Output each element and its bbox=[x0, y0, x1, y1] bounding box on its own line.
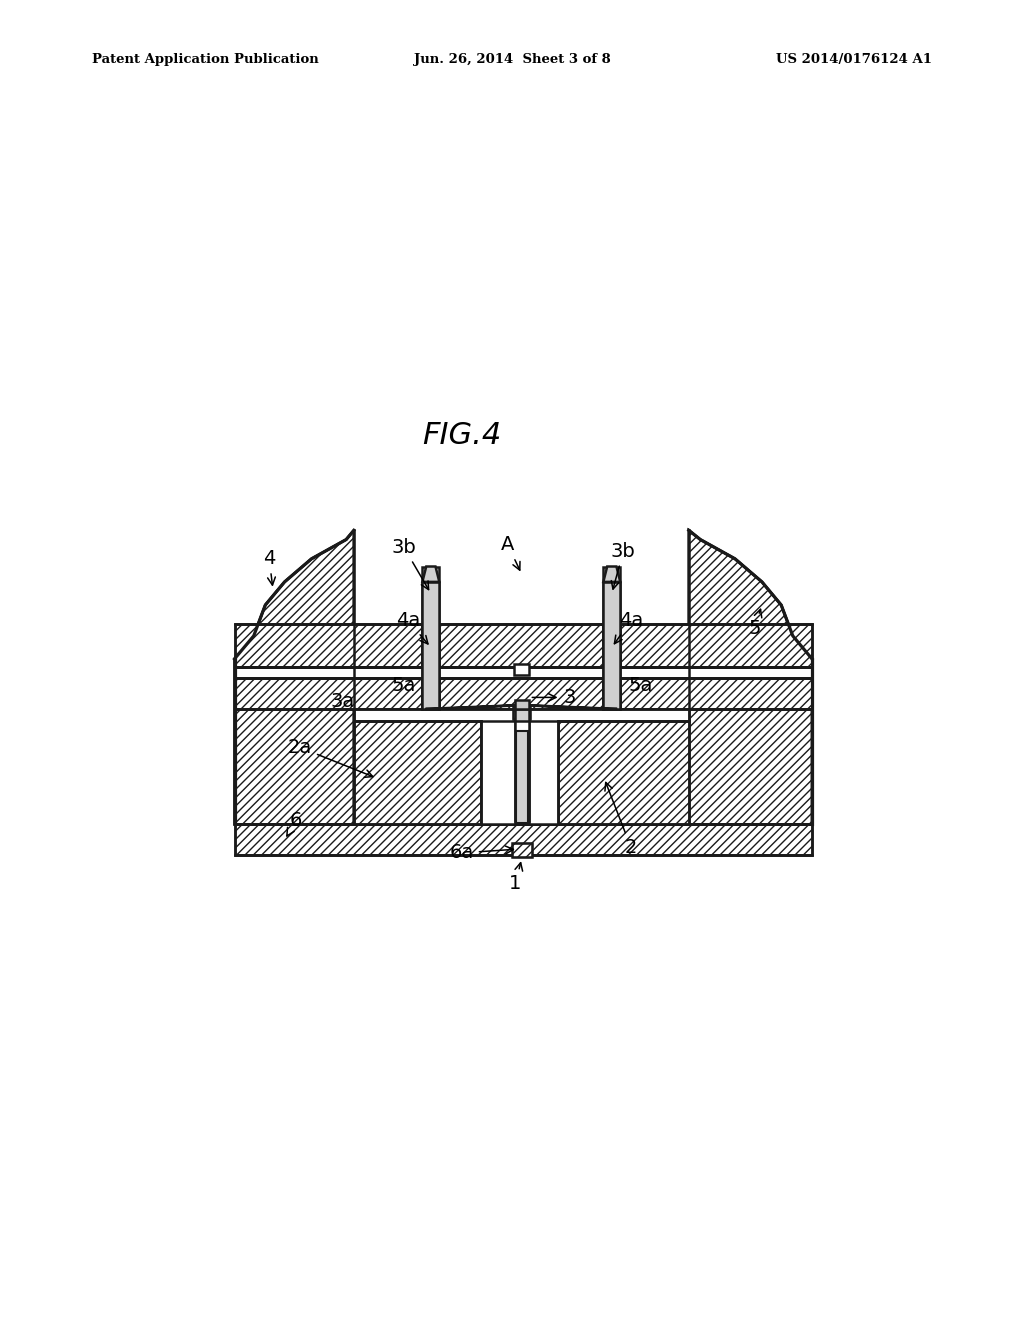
Text: Patent Application Publication: Patent Application Publication bbox=[92, 53, 318, 66]
Bar bbox=[621, 678, 812, 709]
Text: 5a: 5a bbox=[629, 676, 653, 696]
Text: 3: 3 bbox=[532, 688, 575, 708]
Bar bbox=[422, 582, 439, 709]
Polygon shape bbox=[425, 705, 524, 709]
Bar bbox=[439, 678, 603, 709]
Bar bbox=[603, 566, 621, 709]
Bar bbox=[234, 825, 812, 855]
Text: 5a: 5a bbox=[392, 676, 416, 696]
Bar bbox=[512, 843, 531, 857]
Text: US 2014/0176124 A1: US 2014/0176124 A1 bbox=[776, 53, 932, 66]
Bar bbox=[234, 678, 422, 709]
Bar bbox=[234, 667, 812, 678]
Text: 2a: 2a bbox=[288, 738, 373, 777]
Bar bbox=[234, 825, 812, 855]
Bar bbox=[354, 721, 481, 825]
Text: 3a: 3a bbox=[330, 692, 354, 710]
Bar bbox=[234, 624, 422, 667]
Text: 4a: 4a bbox=[614, 611, 643, 644]
Bar bbox=[234, 624, 422, 667]
Bar bbox=[558, 721, 689, 825]
Bar bbox=[422, 678, 439, 709]
Text: 6a: 6a bbox=[450, 843, 513, 862]
Polygon shape bbox=[234, 531, 354, 825]
Polygon shape bbox=[689, 531, 812, 825]
Text: 5: 5 bbox=[748, 610, 762, 638]
Polygon shape bbox=[518, 705, 617, 709]
Bar bbox=[234, 544, 812, 855]
Polygon shape bbox=[603, 566, 621, 582]
Text: 4a: 4a bbox=[395, 611, 428, 644]
Bar bbox=[621, 624, 812, 667]
Text: 3b: 3b bbox=[391, 537, 429, 590]
Bar bbox=[515, 721, 528, 825]
Text: 1: 1 bbox=[509, 863, 522, 894]
Bar bbox=[514, 664, 529, 675]
Bar bbox=[354, 709, 689, 721]
Bar bbox=[481, 721, 558, 825]
Bar bbox=[603, 678, 621, 709]
Bar bbox=[513, 708, 530, 719]
Text: A: A bbox=[501, 536, 520, 570]
Bar bbox=[439, 678, 603, 709]
Bar bbox=[603, 582, 621, 709]
Bar bbox=[558, 721, 689, 825]
Bar bbox=[512, 843, 531, 857]
Bar bbox=[621, 624, 812, 667]
Text: FIG.4: FIG.4 bbox=[422, 421, 502, 450]
Bar bbox=[515, 730, 528, 822]
Text: 4: 4 bbox=[263, 549, 275, 585]
Bar bbox=[439, 624, 603, 667]
Text: 6: 6 bbox=[287, 810, 302, 836]
Polygon shape bbox=[422, 566, 439, 582]
Bar bbox=[513, 708, 530, 719]
Bar bbox=[439, 624, 603, 667]
Text: 3b: 3b bbox=[611, 541, 636, 589]
Bar bbox=[621, 678, 812, 709]
Bar bbox=[603, 624, 621, 667]
Bar bbox=[422, 624, 439, 667]
Bar bbox=[515, 709, 528, 821]
Bar bbox=[234, 678, 422, 709]
Bar bbox=[354, 721, 481, 825]
Text: 2: 2 bbox=[605, 783, 637, 857]
Bar bbox=[422, 566, 439, 709]
Bar bbox=[515, 700, 528, 709]
Text: Jun. 26, 2014  Sheet 3 of 8: Jun. 26, 2014 Sheet 3 of 8 bbox=[414, 53, 610, 66]
